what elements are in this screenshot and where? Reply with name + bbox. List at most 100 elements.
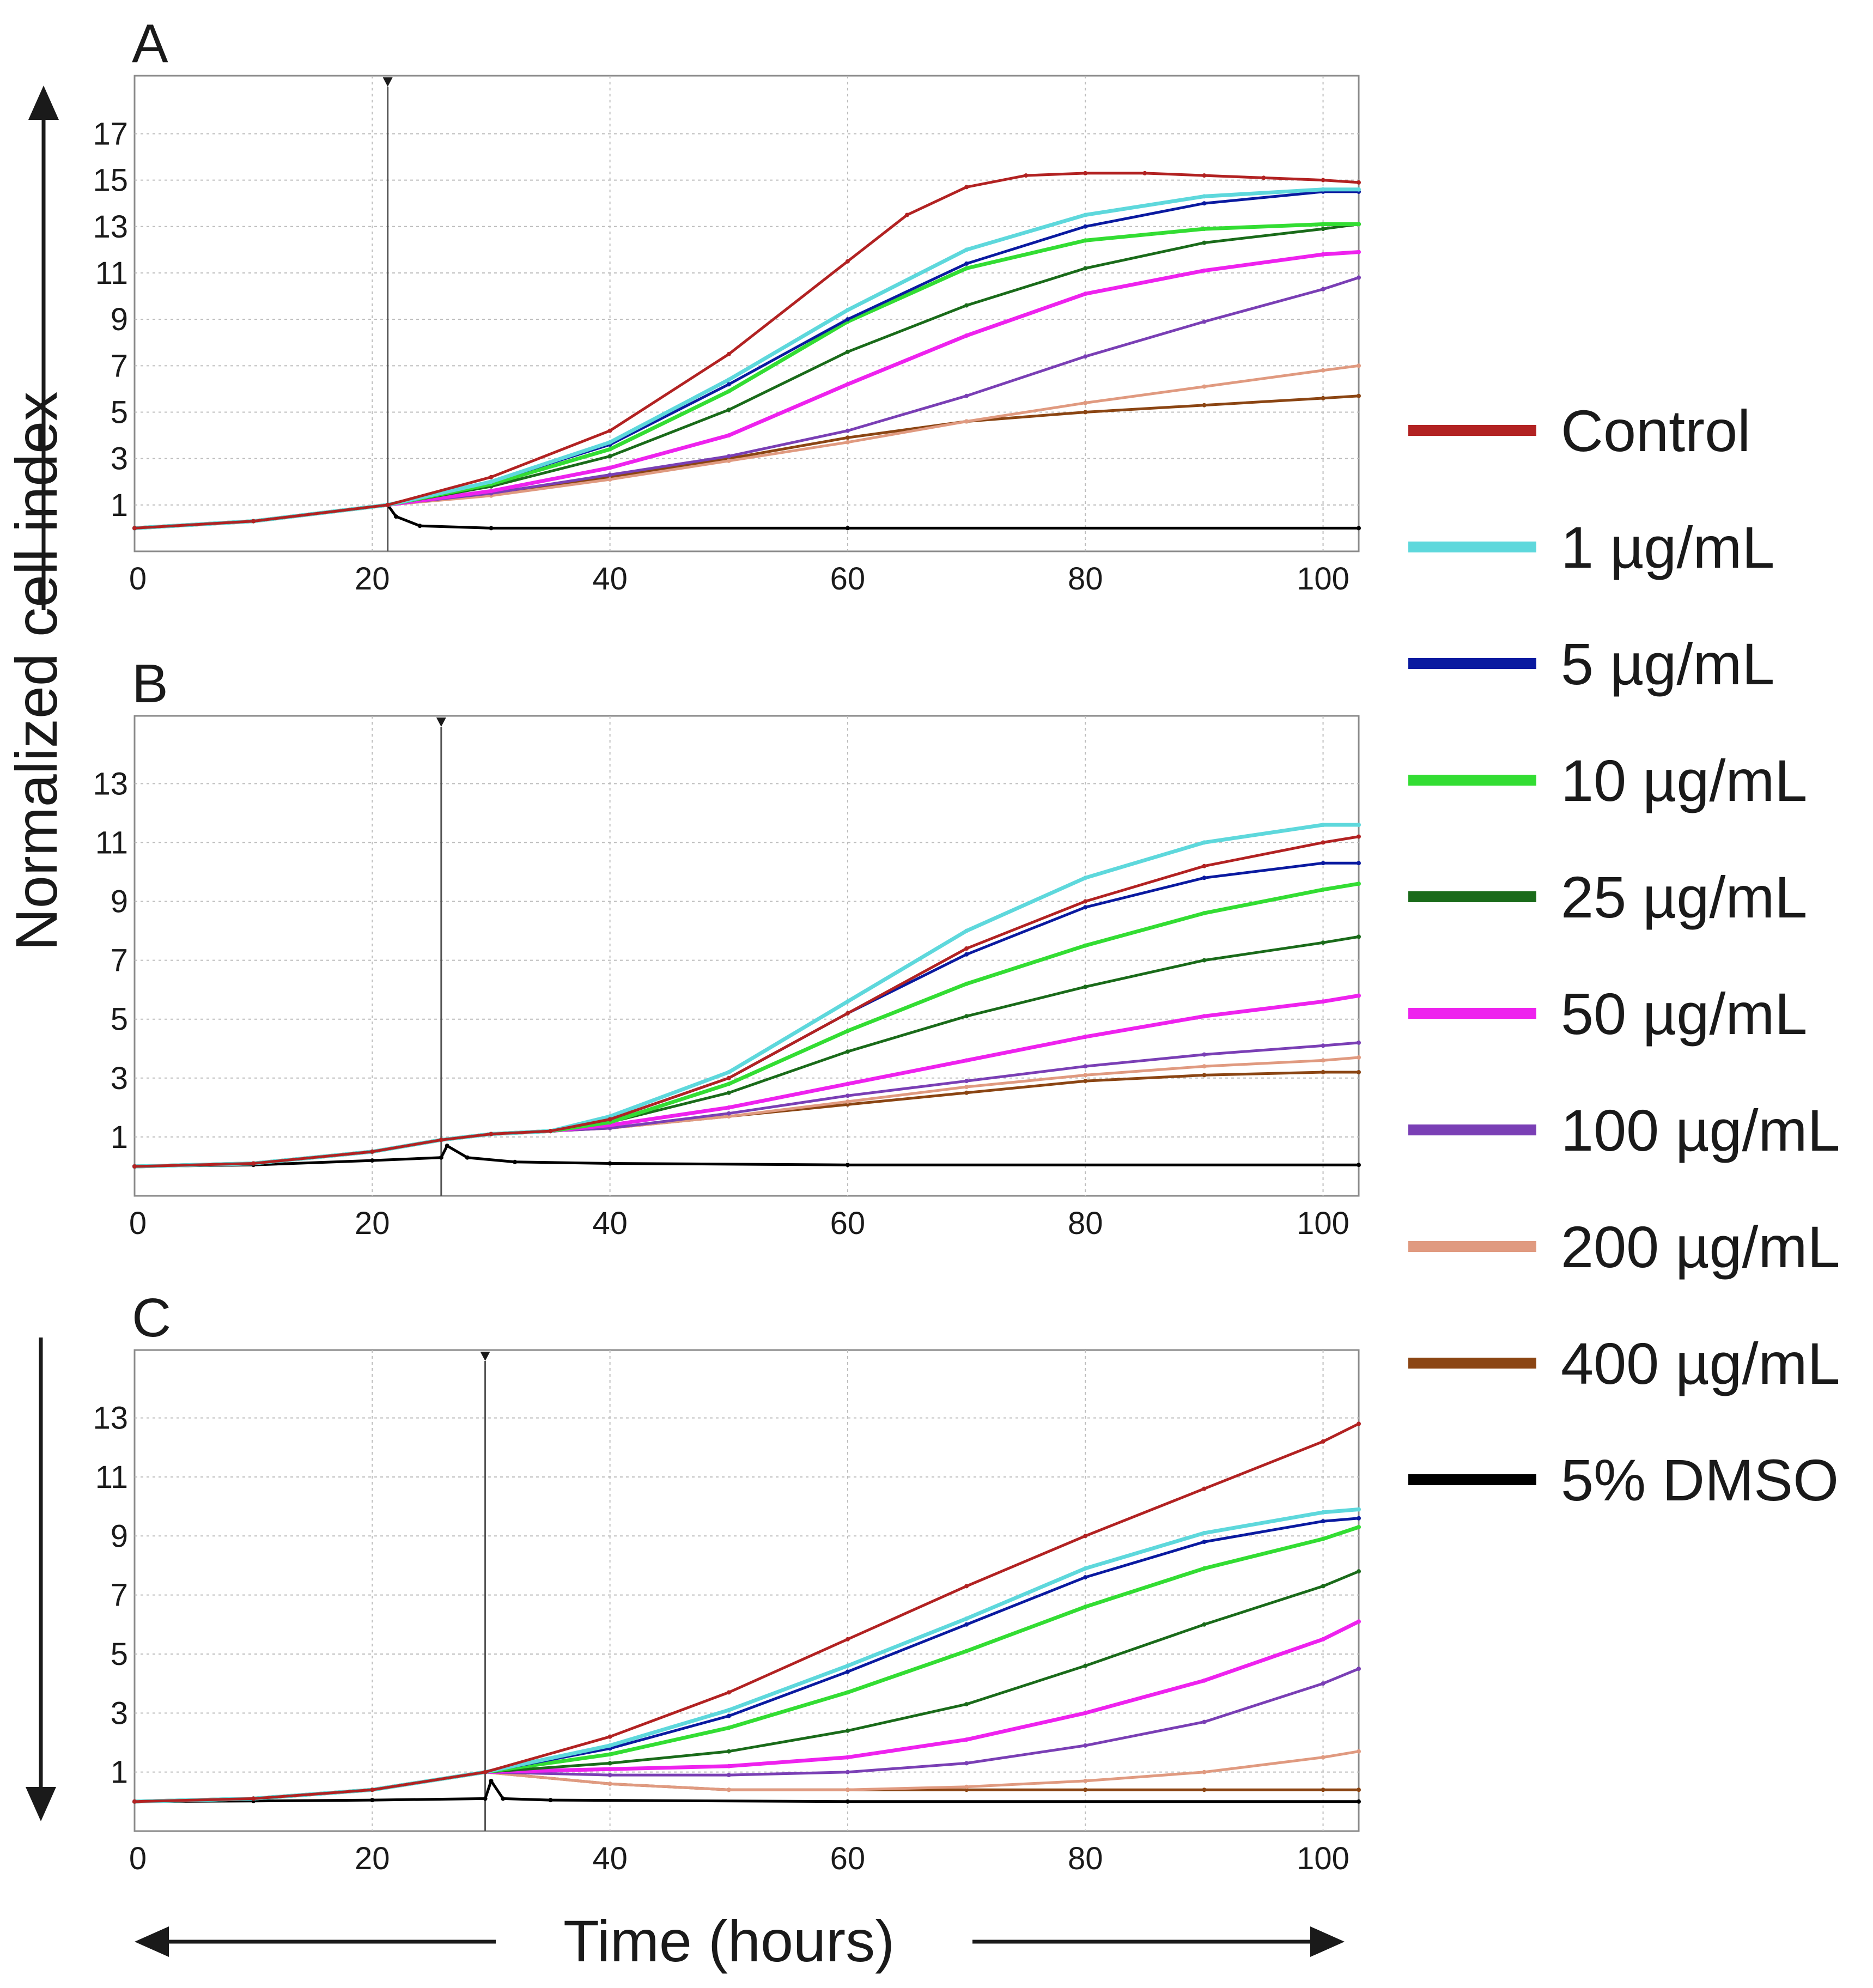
legend-label-c5: 5 µg/mL <box>1561 631 1774 697</box>
data-point-c100 <box>1202 1719 1207 1724</box>
data-point-c25 <box>1321 1584 1325 1589</box>
data-point-control <box>607 1734 612 1739</box>
data-point-c100 <box>1321 1681 1325 1686</box>
data-point-c1 <box>1083 212 1088 217</box>
x-tick-label: 0 <box>129 561 147 597</box>
data-point-c5 <box>1083 905 1088 910</box>
data-point-c50 <box>845 382 850 387</box>
x-tick-label: 100 <box>1297 561 1349 597</box>
data-point-c50 <box>845 1755 850 1760</box>
legend: Control 1 µg/mL 5 µg/mL 10 µg/mL 25 µg/mL 50 … <box>1408 398 1840 1513</box>
plot-frame <box>133 715 1360 1197</box>
y-tick-label: 9 <box>111 1518 128 1554</box>
data-point-c50 <box>607 1767 612 1772</box>
data-point-c1 <box>964 247 969 252</box>
data-point-c1 <box>845 999 850 1004</box>
data-point-dmso <box>417 524 422 528</box>
data-point-c100 <box>607 472 612 477</box>
panel-label: B <box>132 653 168 714</box>
data-point-dmso <box>845 1799 850 1804</box>
data-point-c200 <box>1321 368 1325 373</box>
data-point-c10 <box>726 389 731 394</box>
data-point-control <box>964 946 969 951</box>
data-point-c400 <box>1202 1073 1207 1078</box>
data-point-control <box>370 1788 375 1792</box>
data-point-c1 <box>1202 840 1207 845</box>
data-point-dmso <box>483 1796 488 1801</box>
panel-label: A <box>132 13 168 74</box>
legend-label-c50: 50 µg/mL <box>1561 981 1807 1047</box>
data-point-c100 <box>1083 1743 1088 1748</box>
data-point-c25 <box>964 303 969 308</box>
data-point-c200 <box>1357 1055 1361 1060</box>
data-point-c10 <box>1321 887 1325 892</box>
data-point-c10 <box>964 266 969 271</box>
data-point-c1 <box>607 1743 612 1748</box>
data-point-c100 <box>964 393 969 398</box>
data-point-c50 <box>1202 1678 1207 1683</box>
legend-label-c10: 10 µg/mL <box>1561 747 1807 813</box>
data-point-control <box>845 1011 850 1016</box>
data-point-control <box>439 1138 443 1142</box>
data-point-c5 <box>726 382 731 387</box>
data-point-c100 <box>845 1093 850 1098</box>
data-point-c25 <box>1083 984 1088 989</box>
x-tick-label: 40 <box>592 1841 628 1876</box>
data-point-c25 <box>1357 1569 1361 1574</box>
y-tick-label: 11 <box>95 825 128 860</box>
data-point-c10 <box>607 1752 612 1757</box>
data-point-dmso <box>1357 1163 1361 1168</box>
data-point-c200 <box>1321 1755 1325 1760</box>
data-point-c200 <box>1357 363 1361 368</box>
x-tick-label: 20 <box>355 561 390 597</box>
data-point-c5 <box>1321 861 1325 866</box>
y-tick-label: 1 <box>111 488 128 523</box>
data-point-dmso <box>1357 1799 1361 1804</box>
data-point-c25 <box>726 1749 731 1754</box>
data-point-c1 <box>964 928 969 933</box>
data-point-control <box>1357 180 1361 185</box>
data-point-dmso <box>465 1155 470 1160</box>
data-point-dmso <box>548 1798 553 1803</box>
data-point-control <box>251 519 256 524</box>
data-point-c1 <box>1357 187 1361 192</box>
data-point-dmso <box>1357 526 1361 531</box>
legend-label-c1: 1 µg/mL <box>1561 514 1774 580</box>
data-point-c400 <box>1357 1070 1361 1074</box>
y-axis-label: Normalized cell index <box>3 392 69 951</box>
data-point-c1 <box>1357 1507 1361 1512</box>
data-point-c400 <box>964 1788 969 1792</box>
data-point-c25 <box>1357 934 1361 939</box>
data-point-c50 <box>607 465 612 470</box>
data-point-c5 <box>1083 1575 1088 1580</box>
x-tick-label: 0 <box>129 1206 147 1241</box>
data-point-control <box>1261 175 1266 180</box>
data-point-c1 <box>1083 876 1088 880</box>
data-point-dmso <box>489 1778 494 1783</box>
data-point-c100 <box>1357 1040 1361 1045</box>
data-point-control <box>1357 834 1361 839</box>
data-point-control <box>1321 840 1325 845</box>
x-tick-label: 40 <box>592 561 628 597</box>
data-point-c200 <box>1202 1064 1207 1069</box>
data-point-c1 <box>1083 1566 1088 1571</box>
y-tick-label: 9 <box>111 884 128 920</box>
data-point-c50 <box>726 1764 731 1768</box>
data-point-c200 <box>1321 1058 1325 1063</box>
data-point-c5 <box>964 1622 969 1627</box>
y-tick-label: 3 <box>111 1695 128 1731</box>
data-point-c10 <box>1083 238 1088 243</box>
data-point-control <box>370 1149 375 1154</box>
data-point-dmso <box>501 1796 506 1801</box>
data-point-c50 <box>1321 999 1325 1004</box>
data-point-c1 <box>726 1070 731 1074</box>
data-point-control <box>1357 1421 1361 1426</box>
data-point-c100 <box>964 1761 969 1766</box>
data-point-c400 <box>1357 1788 1361 1792</box>
data-point-c10 <box>1357 222 1361 227</box>
data-point-control <box>1321 178 1325 183</box>
x-tick-label: 40 <box>592 1206 628 1241</box>
data-point-c100 <box>845 428 850 433</box>
